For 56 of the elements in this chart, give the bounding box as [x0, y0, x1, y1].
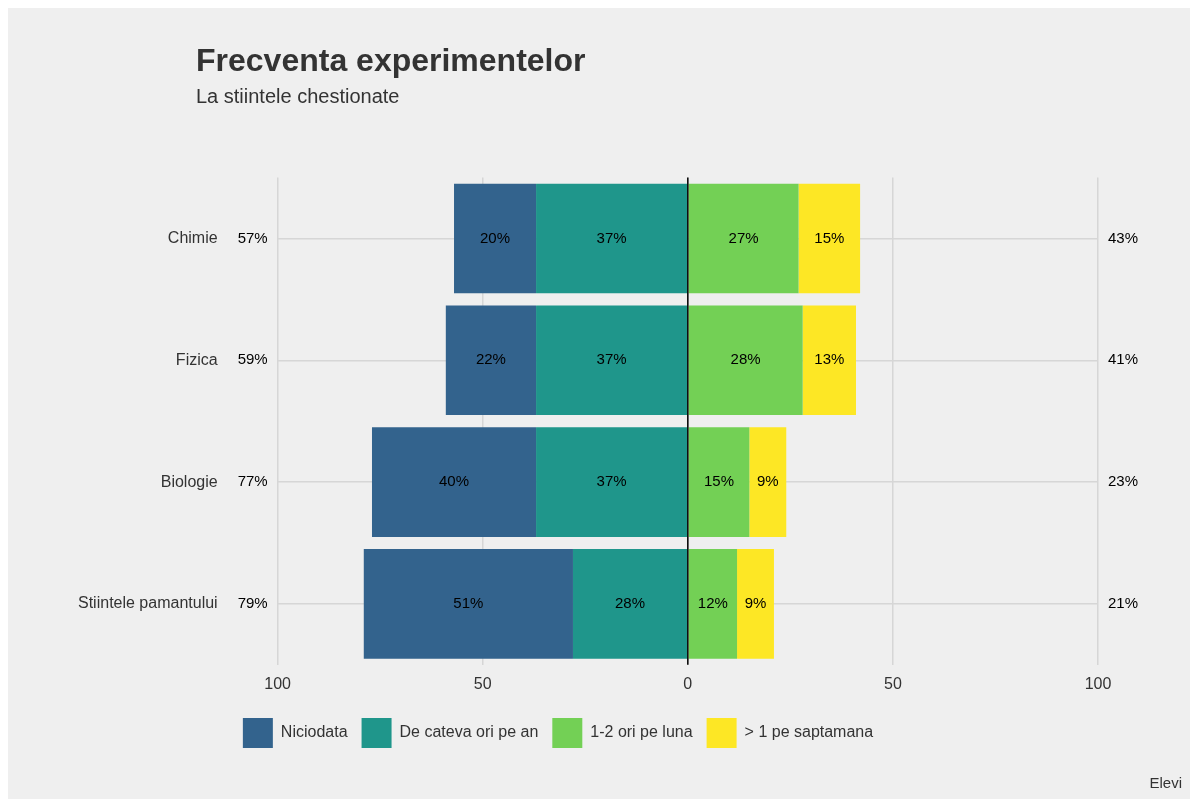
data-label: 15%: [703, 472, 734, 490]
data-label: 12%: [697, 594, 728, 612]
text: 21%: [1107, 594, 1139, 612]
legend-label: De cateva ori pe an: [399, 723, 539, 741]
data-label: 13%: [814, 350, 845, 368]
text: 59%: [237, 350, 268, 368]
bar: [454, 183, 537, 294]
chart-title: Frecventa experimentelor: [196, 42, 587, 79]
x-tick-label: 100: [1084, 674, 1112, 692]
y-tick-label: Stiintele pamantului: [78, 594, 218, 612]
data-label: 20%: [480, 228, 511, 246]
text: 23%: [1107, 472, 1139, 490]
legend-label: Niciodata: [280, 723, 348, 741]
data-label: 9%: [756, 472, 779, 490]
x-tick-label: 0: [683, 674, 693, 692]
bar: [536, 183, 688, 294]
data-label: 27%: [728, 228, 759, 246]
data-label: 40%: [439, 472, 470, 490]
bar: [798, 183, 861, 294]
bar: [688, 183, 799, 294]
text: 41%: [1107, 350, 1139, 368]
data-label: 9%: [744, 594, 767, 612]
bar: [371, 427, 537, 537]
y-tick-label: Fizica: [175, 350, 218, 368]
data-label: 37%: [596, 228, 627, 246]
legend-label: 1-2 ori pe luna: [590, 723, 693, 741]
bar: [445, 305, 537, 416]
x-tick-label: 50: [473, 674, 492, 692]
text: 79%: [237, 594, 268, 612]
data-label: 28%: [615, 594, 646, 612]
y-tick-label: Chimie: [167, 228, 218, 246]
bar: [536, 305, 688, 416]
bar: [802, 305, 856, 416]
bar: [536, 427, 688, 537]
text: 43%: [1107, 228, 1139, 246]
x-tick-label: 100: [264, 674, 292, 692]
data-label: 15%: [814, 228, 845, 246]
chart-subtitle: La stiintele chestionate: [196, 85, 401, 108]
data-label: 22%: [475, 350, 506, 368]
text: Elevi: [1149, 774, 1182, 791]
bar: [737, 549, 774, 659]
text: 57%: [237, 228, 268, 246]
text: 77%: [237, 472, 268, 490]
bar: [749, 427, 787, 537]
data-label: 37%: [596, 350, 627, 368]
data-label: 28%: [730, 350, 761, 368]
bar: [572, 549, 688, 659]
bar: [363, 549, 573, 659]
y-tick-label: Biologie: [160, 472, 218, 490]
bar: [688, 427, 750, 537]
data-label: 51%: [453, 594, 484, 612]
x-tick-label: 50: [884, 674, 902, 692]
legend-label: > 1 pe saptamana: [744, 723, 874, 741]
data-label: 37%: [596, 472, 627, 490]
bar: [688, 305, 803, 416]
bar: [688, 549, 738, 659]
